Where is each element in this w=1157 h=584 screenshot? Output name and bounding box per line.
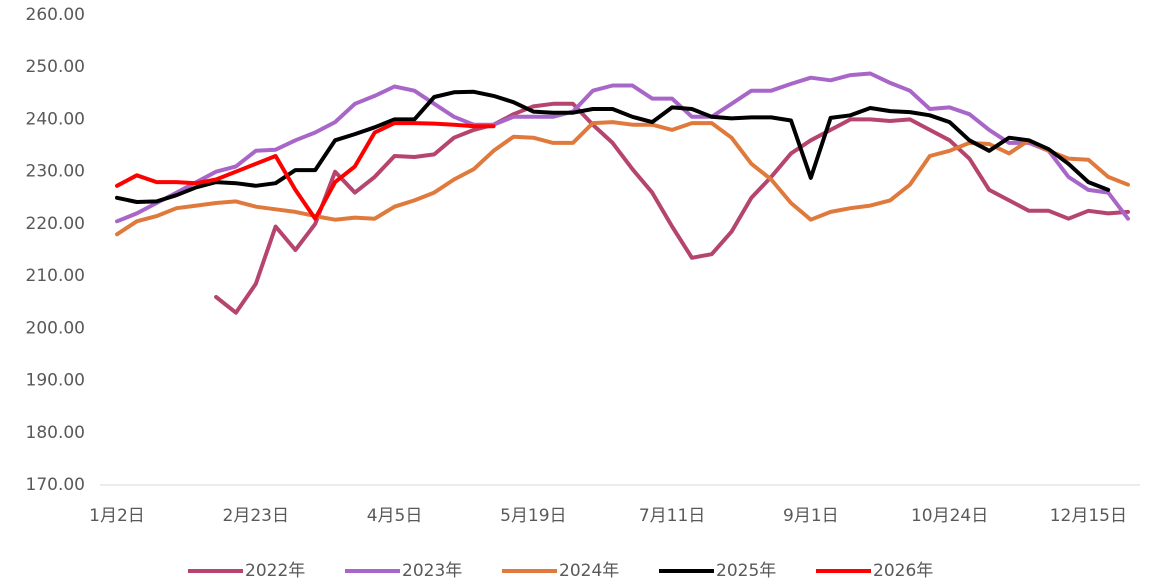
legend-label: 2022年 xyxy=(245,561,305,581)
legend-label: 2025年 xyxy=(716,561,776,581)
series-line xyxy=(115,121,496,221)
x-tick-label: 9月1日 xyxy=(783,506,839,526)
y-tick-label: 220.00 xyxy=(26,214,85,234)
x-tick-label: 1月2日 xyxy=(89,506,145,526)
y-tick-label: 240.00 xyxy=(26,109,85,129)
legend-label: 2026年 xyxy=(873,561,933,581)
series-line xyxy=(115,89,1111,204)
legend-label: 2023年 xyxy=(402,561,462,581)
y-tick-label: 210.00 xyxy=(26,266,85,286)
y-tick-label: 230.00 xyxy=(26,162,85,182)
x-tick-label: 10月24日 xyxy=(911,506,988,526)
series-line xyxy=(115,120,1130,237)
y-tick-label: 200.00 xyxy=(26,318,85,338)
y-tick-label: 170.00 xyxy=(26,475,85,495)
x-tick-label: 2月23日 xyxy=(223,506,289,526)
y-tick-label: 260.00 xyxy=(26,5,85,25)
series-line xyxy=(115,71,1130,224)
y-tick-label: 250.00 xyxy=(26,57,85,77)
x-tick-label: 7月11日 xyxy=(639,506,705,526)
y-tick-label: 180.00 xyxy=(26,423,85,443)
series-line xyxy=(214,101,1130,315)
legend-label: 2024年 xyxy=(559,561,619,581)
x-tick-label: 5月19日 xyxy=(500,506,566,526)
x-tick-label: 4月5日 xyxy=(367,506,423,526)
y-tick-label: 190.00 xyxy=(26,371,85,391)
x-tick-label: 12月15日 xyxy=(1050,506,1127,526)
